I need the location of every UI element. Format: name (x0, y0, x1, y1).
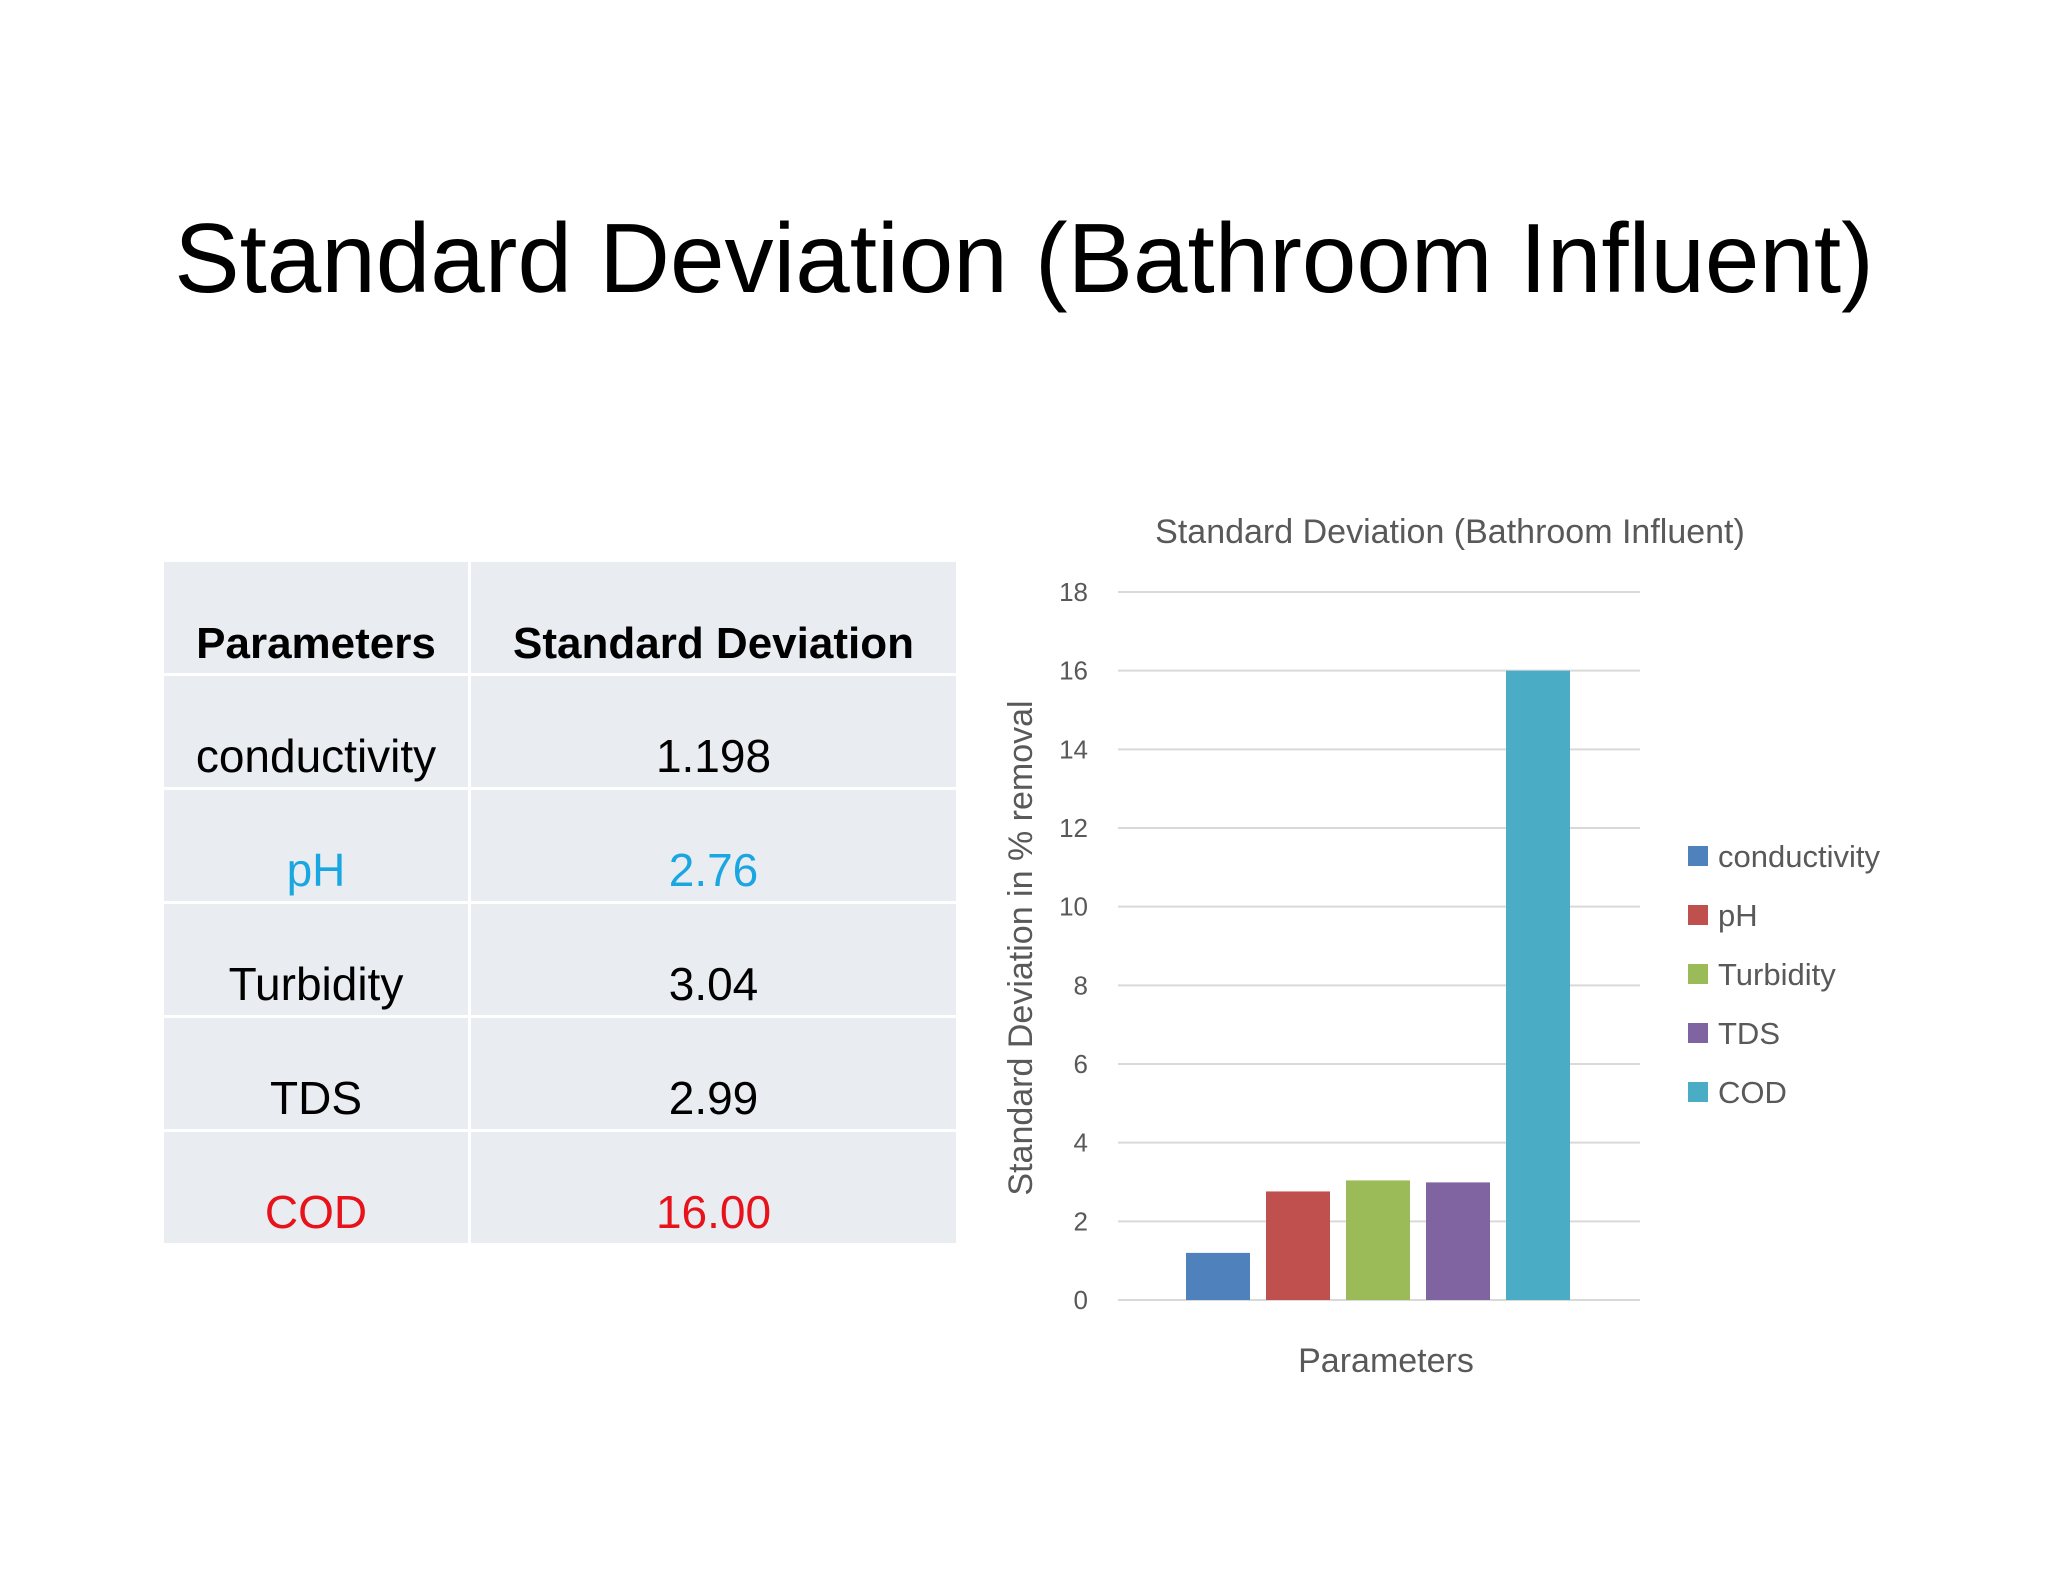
y-tick-label: 12 (1059, 813, 1088, 843)
bar-tds (1426, 1182, 1490, 1300)
y-tick-label: 0 (1074, 1285, 1088, 1315)
table-cell-value: 16.00 (468, 1129, 959, 1246)
bar-ph (1266, 1191, 1330, 1300)
table-header-standard-deviation: Standard Deviation (468, 559, 959, 676)
bar-conductivity (1186, 1252, 1250, 1300)
legend-label-tds: TDS (1718, 1016, 1780, 1051)
bar-chart: Standard Deviation (Bathroom Influent) S… (990, 500, 1970, 1400)
y-tick-label: 4 (1074, 1128, 1088, 1158)
table-cell-parameter: Turbidity (161, 901, 471, 1018)
table-row: TDS 2.99 (161, 1015, 959, 1132)
chart-bars (1186, 670, 1570, 1300)
legend-label-ph: pH (1718, 898, 1758, 933)
y-tick-label: 8 (1074, 970, 1088, 1000)
chart-gridlines (1118, 591, 1640, 1301)
table-cell-value: 3.04 (468, 901, 959, 1018)
legend-swatch-cod (1688, 1082, 1708, 1102)
y-tick-label: 14 (1059, 734, 1088, 764)
bar-cod (1506, 670, 1570, 1300)
legend-swatch-tds (1688, 1023, 1708, 1043)
chart-y-axis-label: Standard Deviation in % removal (1002, 700, 1040, 1195)
legend-label-cod: COD (1718, 1075, 1787, 1110)
table-row: conductivity 1.198 (161, 673, 959, 790)
chart-title: Standard Deviation (Bathroom Influent) (1155, 513, 1745, 551)
y-tick-label: 10 (1059, 892, 1088, 922)
standard-deviation-table: Parameters Standard Deviation conductivi… (161, 559, 959, 1246)
y-tick-label: 6 (1074, 1049, 1088, 1079)
legend-swatch-turbidity (1688, 964, 1708, 984)
legend-swatch-conductivity (1688, 846, 1708, 866)
chart-legend: conductivity pH Turbidity TDS COD (1688, 839, 1880, 1110)
table-cell-value: 1.198 (468, 673, 959, 790)
table-row: COD 16.00 (161, 1129, 959, 1246)
legend-swatch-ph (1688, 905, 1708, 925)
table-row: pH 2.76 (161, 787, 959, 904)
bar-chart-svg: Standard Deviation (Bathroom Influent) S… (1002, 513, 1880, 1380)
table-cell-parameter: pH (161, 787, 471, 904)
table-cell-value: 2.99 (468, 1015, 959, 1132)
table-header-parameters: Parameters (161, 559, 471, 676)
table-cell-parameter: COD (161, 1129, 471, 1246)
table-row: Turbidity 3.04 (161, 901, 959, 1018)
slide-title: Standard Deviation (Bathroom Influent) (174, 203, 1874, 313)
table-cell-parameter: TDS (161, 1015, 471, 1132)
table-header-row: Parameters Standard Deviation (161, 559, 959, 676)
table-cell-parameter: conductivity (161, 673, 471, 790)
y-tick-label: 18 (1059, 577, 1088, 607)
table-cell-value: 2.76 (468, 787, 959, 904)
chart-x-axis-label: Parameters (1298, 1342, 1474, 1380)
bar-turbidity (1346, 1180, 1410, 1300)
legend-label-turbidity: Turbidity (1718, 957, 1836, 992)
y-tick-label: 16 (1059, 656, 1088, 686)
y-tick-label: 2 (1074, 1206, 1088, 1236)
legend-label-conductivity: conductivity (1718, 839, 1880, 874)
chart-y-ticks: 0 2 4 6 8 10 12 14 16 18 (1059, 577, 1088, 1315)
